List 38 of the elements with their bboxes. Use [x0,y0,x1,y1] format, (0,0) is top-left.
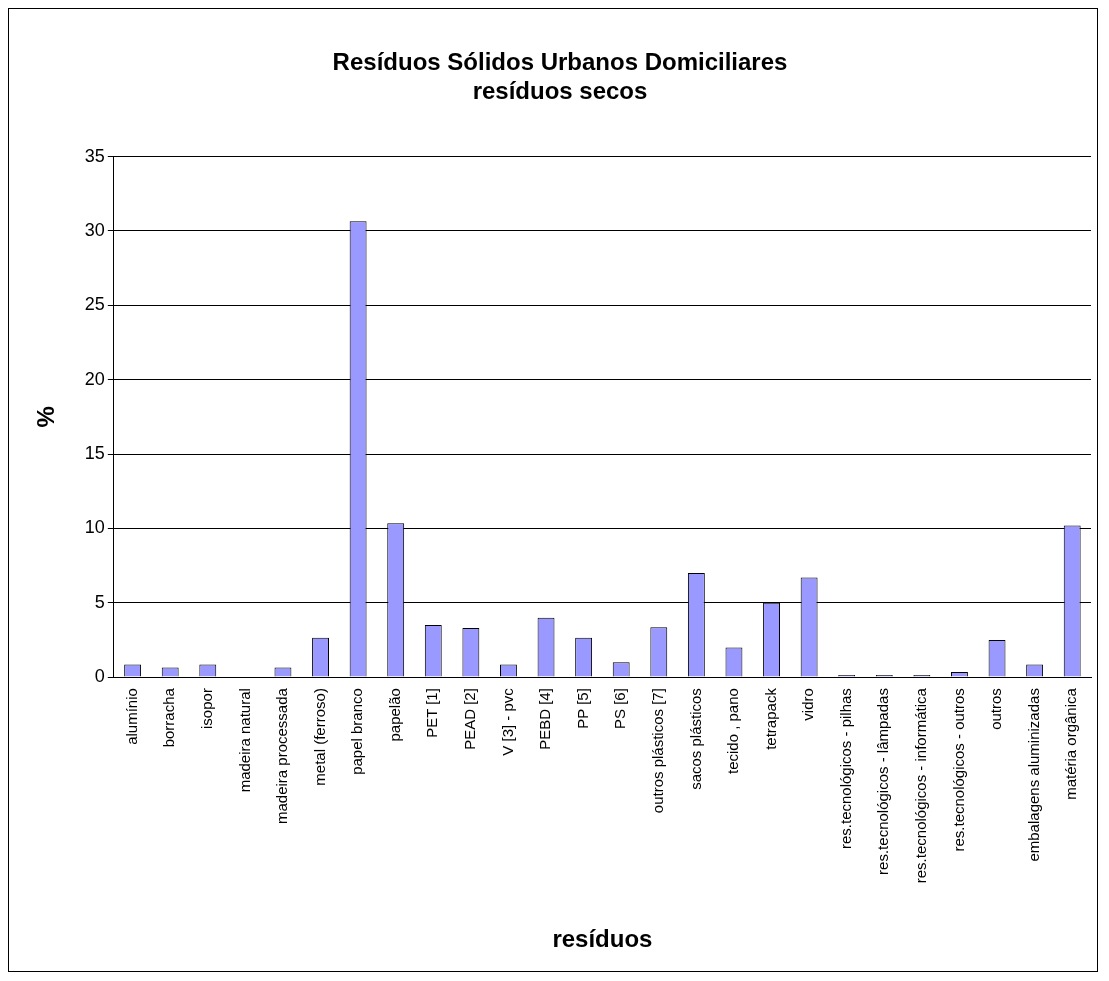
x-tick-label: res.tecnológicos - lâmpadas [874,688,892,875]
text: Resíduos Sólidos Urbanos Domiciliares [332,48,788,76]
x-tick-label: papel branco [348,688,366,775]
x-tick-label: outros plásticos [7] [648,688,666,814]
x-tick-label: vidro [799,688,817,721]
y-tick-label: 5 [94,591,105,612]
x-tick-label: madeira processada [273,687,291,825]
x-tick-label: madeira natural [235,688,253,793]
x-tick-label: metal (ferroso) [310,688,328,786]
x-tick-label: isopor [197,688,215,729]
x-tick-label: PET [1] [423,688,441,738]
y-axis-title: % [32,406,60,428]
y-tick-label: 0 [94,666,105,687]
y-tick-label: 10 [84,517,105,538]
y-tick-label: 25 [84,294,105,315]
x-tick-label: PP [5] [573,688,591,729]
x-tick-label: PEAD [2] [461,688,479,750]
x-tick-label: alumínio [122,688,140,745]
x-tick-label: tetrapack [761,687,779,750]
y-tick-label: 20 [84,368,105,389]
x-tick-label: embalagens aluminizadas [1024,688,1042,862]
x-axis-title: resíduos [552,925,653,953]
text: resíduos secos [472,76,648,104]
x-tick-label: V [3] - pvc [498,687,516,756]
x-tick-label: tecido , pano [724,688,742,775]
x-tick-label: PEBD [4] [536,688,554,750]
x-tick-label: sacos plásticos [686,688,704,790]
x-tick-label: outros [987,688,1005,730]
y-tick-label: 35 [84,145,105,166]
x-tick-label: PS [6] [611,688,629,729]
y-tick-label: 30 [84,219,105,240]
y-tick-label: 15 [84,443,105,464]
x-tick-label: res.tecnológicos - outros [949,688,967,852]
x-tick-label: res.tecnológicos - pilhas [836,688,854,850]
x-tick-label: papelão [385,688,403,742]
x-tick-label: res.tecnológicos - informática [912,687,930,884]
x-tick-label: borracha [160,687,178,748]
x-tick-label: matéria orgânica [1062,687,1080,800]
